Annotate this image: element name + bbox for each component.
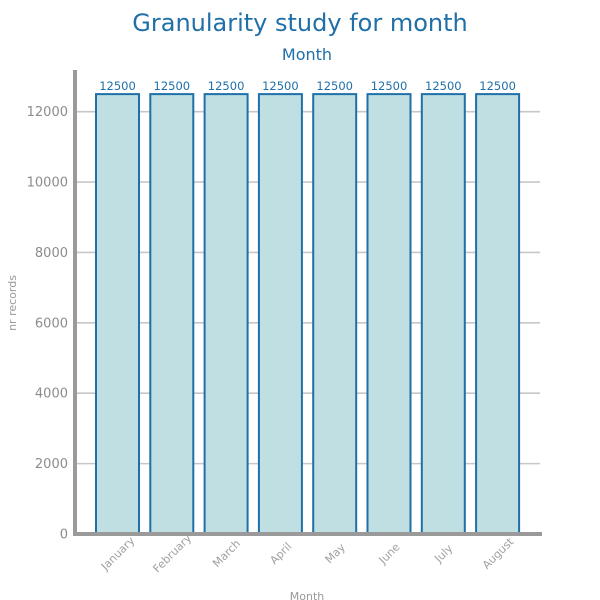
y-tick-label: 12000	[27, 105, 68, 120]
axes	[73, 70, 542, 536]
y-axis-label: nr records	[6, 275, 19, 331]
gridlines	[77, 110, 540, 465]
bar-august	[475, 93, 521, 535]
bar-january	[95, 93, 140, 535]
value-label: 12500	[425, 79, 462, 93]
chart-subtitle: Month	[282, 45, 332, 64]
bar-june	[366, 93, 412, 535]
bars	[95, 93, 521, 535]
bar-february	[149, 93, 195, 535]
x-tick-label: August	[480, 535, 517, 572]
value-label: 12500	[316, 79, 353, 93]
y-tick-label: 2000	[35, 457, 68, 472]
x-tick-label: May	[323, 541, 349, 567]
bar-may	[312, 93, 358, 535]
x-tick-labels: January February March April May June July Augu…	[98, 531, 517, 575]
value-label: 12500	[262, 79, 299, 93]
x-tick-label: June	[376, 540, 403, 567]
chart-title: Granularity study for month	[132, 9, 467, 37]
y-tick-label: 8000	[35, 246, 68, 261]
value-label: 12500	[479, 79, 516, 93]
x-tick-label: March	[210, 537, 243, 570]
y-tick-label: 10000	[27, 176, 68, 191]
y-tick-label: 0	[60, 528, 68, 543]
x-tick-label: April	[267, 540, 294, 567]
value-label: 12500	[371, 79, 408, 93]
value-label: 12500	[99, 79, 136, 93]
bar-march	[203, 93, 249, 535]
y-tick-label: 4000	[35, 387, 68, 402]
value-label: 12500	[154, 79, 191, 93]
value-label: 12500	[208, 79, 245, 93]
x-tick-label: July	[432, 542, 456, 566]
x-tick-label: February	[150, 531, 194, 575]
x-tick-label: January	[98, 534, 138, 574]
bar-april	[257, 93, 303, 535]
value-labels: 12500 12500 12500 12500 12500 12500 12500 12500	[99, 79, 516, 93]
x-axis-label: Month	[290, 590, 325, 600]
y-tick-label: 6000	[35, 316, 68, 331]
bar-july	[420, 93, 466, 535]
y-tick-labels: 0 2000 4000 6000 8000 10000 12000	[27, 105, 68, 542]
